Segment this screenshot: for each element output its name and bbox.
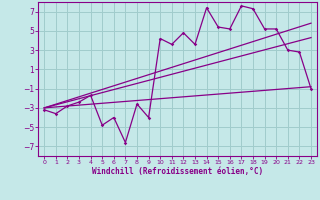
- X-axis label: Windchill (Refroidissement éolien,°C): Windchill (Refroidissement éolien,°C): [92, 167, 263, 176]
